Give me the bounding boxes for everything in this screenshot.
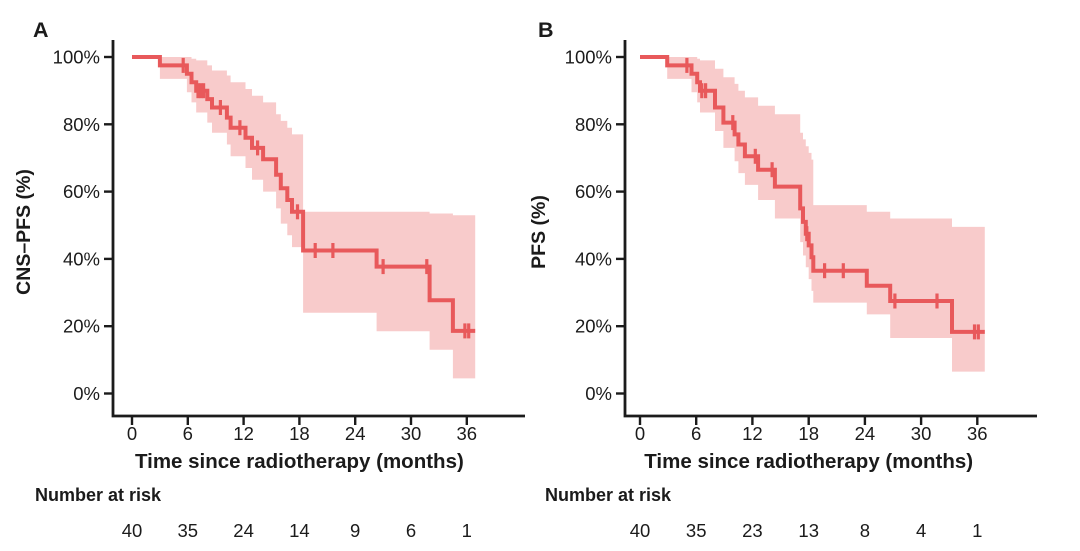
number-at-risk-label: Number at risk [35,485,162,505]
x-tick-label: 30 [911,423,932,444]
number-at-risk-value: 6 [406,520,416,541]
x-tick-label: 24 [855,423,876,444]
number-at-risk-value: 1 [972,520,982,541]
number-at-risk-value: 1 [462,520,472,541]
x-axis-title: Time since radiotherapy (months) [644,450,973,473]
y-tick-label: 80% [575,114,612,135]
x-tick-label: 30 [401,423,422,444]
x-tick-label: 6 [691,423,701,444]
panel-label-a: A [33,18,49,42]
x-tick-label: 24 [345,423,366,444]
survival-curve [132,55,476,333]
number-at-risk-value: 14 [289,520,310,541]
censor-marks [181,57,471,339]
number-at-risk-value: 24 [233,520,254,541]
y-tick-label: 0% [73,383,100,404]
y-tick-label: 60% [63,181,100,202]
censor-marks [685,57,980,340]
survival-curve [640,55,985,334]
y-tick-label: 40% [575,248,612,269]
y-tick-label: 40% [63,248,100,269]
number-at-risk-value: 35 [178,520,199,541]
number-at-risk-label: Number at risk [545,485,672,505]
number-at-risk-value: 8 [860,520,870,541]
number-at-risk-value: 40 [630,520,651,541]
confidence-band [159,57,476,379]
x-axis-title: Time since radiotherapy (months) [135,450,464,473]
x-tick-label: 18 [798,423,819,444]
number-at-risk-value: 13 [798,520,819,541]
x-tick-label: 18 [289,423,310,444]
x-tick-label: 12 [742,423,763,444]
x-tick-label: 0 [127,423,137,444]
confidence-band [667,57,985,372]
y-tick-label: 60% [575,181,612,202]
axis-lines [111,40,525,418]
x-tick-label: 36 [967,423,988,444]
number-at-risk-value: 23 [742,520,763,541]
y-axis-title: PFS (%) [528,195,550,269]
y-tick-label: 20% [575,316,612,337]
y-tick-label: 100% [53,47,100,68]
panel-a: 0 6 12 18 24 30 36 0% 20% 40% 60% 80% 100%A CNS–PFS (… [13,18,525,541]
number-at-risk-value: 4 [916,520,926,541]
y-tick-label: 100% [565,47,612,68]
number-at-risk-value: 35 [686,520,707,541]
number-at-risk-value: 9 [350,520,360,541]
x-tick-label: 36 [457,423,478,444]
x-tick-label: 6 [183,423,193,444]
y-tick-label: 20% [63,316,100,337]
y-axis-title: CNS–PFS (%) [13,169,35,295]
y-tick-label: 0% [585,383,612,404]
axis-lines [623,40,1037,418]
x-tick-label: 12 [233,423,254,444]
number-at-risk-value: 40 [122,520,143,541]
x-tick-label: 0 [635,423,645,444]
panel-label-b: B [538,18,554,42]
y-tick-label: 80% [63,114,100,135]
